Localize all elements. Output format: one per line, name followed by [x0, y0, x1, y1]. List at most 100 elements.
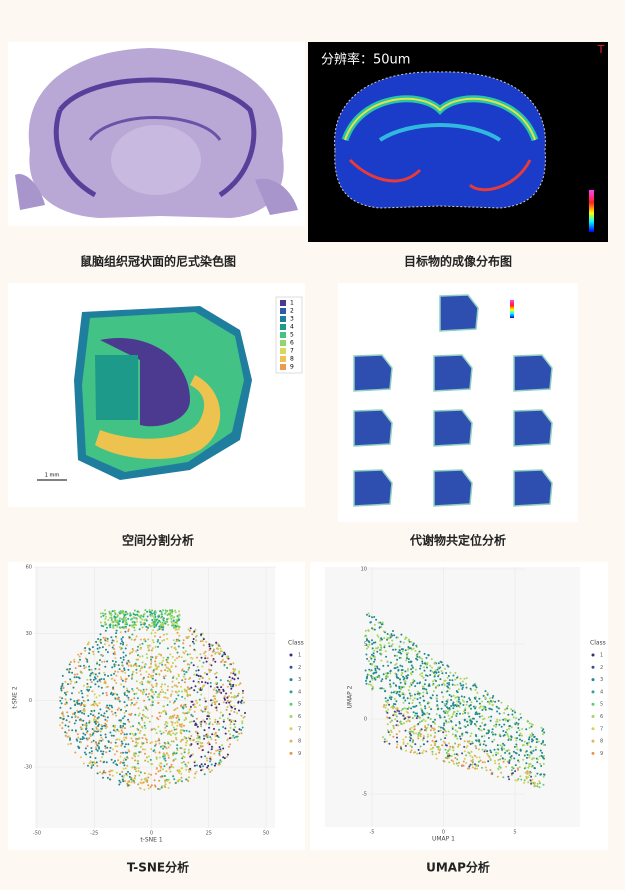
scatter-point — [189, 739, 192, 742]
legend-swatch — [289, 739, 293, 743]
scatter-point — [373, 658, 376, 661]
scatter-point — [525, 777, 528, 780]
scatter-point — [188, 771, 191, 773]
scatter-point — [531, 778, 534, 781]
scatter-point — [453, 762, 455, 765]
scatter-point — [162, 731, 165, 734]
scatter-point — [218, 722, 221, 725]
scatter-point — [122, 643, 124, 646]
x-tick-label: 5 — [513, 830, 516, 836]
scale-bar-label: 1 mm — [45, 473, 60, 479]
scatter-point — [176, 747, 179, 750]
scatter-point — [133, 623, 136, 626]
thumbnail — [433, 354, 473, 392]
scatter-point — [128, 775, 131, 778]
scatter-point — [93, 718, 96, 720]
scatter-point — [111, 706, 114, 709]
scatter-point — [469, 719, 472, 722]
scatter-point — [183, 652, 186, 655]
scatter-point — [110, 641, 113, 644]
scatter-point — [398, 693, 400, 696]
scatter-point — [113, 610, 116, 613]
scatter-point — [401, 692, 404, 694]
scatter-point — [86, 686, 88, 689]
scatter-point — [217, 648, 219, 650]
scatter-point — [107, 706, 110, 709]
scatter-point — [431, 670, 434, 673]
scatter-point — [207, 751, 210, 754]
scatter-point — [436, 705, 439, 708]
scatter-point — [107, 675, 110, 677]
scatter-point — [401, 650, 404, 653]
scatter-point — [100, 739, 103, 742]
scatter-point — [209, 681, 212, 684]
scatter-point — [483, 761, 486, 764]
scatter-point — [198, 659, 201, 662]
scatter-point — [98, 739, 101, 742]
scatter-point — [203, 652, 206, 655]
scatter-point — [206, 715, 209, 718]
scatter-point — [540, 726, 543, 729]
scatter-point — [404, 649, 407, 652]
scatter-point — [183, 660, 185, 663]
scatter-point — [477, 760, 480, 763]
scatter-point — [502, 734, 505, 737]
scatter-point — [164, 683, 167, 686]
scatter-point — [132, 613, 135, 616]
scatter-point — [208, 669, 211, 672]
scatter-point — [97, 712, 100, 715]
scatter-point — [111, 748, 114, 751]
scatter-point — [385, 672, 388, 675]
scatter-point — [176, 628, 178, 631]
scatter-point — [100, 750, 102, 753]
scatter-point — [153, 693, 156, 696]
scatter-point — [84, 657, 87, 660]
scatter-point — [180, 747, 183, 750]
scatter-point — [425, 663, 428, 666]
legend-swatch — [289, 665, 293, 669]
scatter-point — [409, 737, 412, 740]
scatter-point — [433, 727, 435, 730]
scatter-point — [206, 766, 209, 769]
scatter-point — [498, 723, 501, 726]
scatter-point — [105, 615, 107, 618]
scatter-point — [170, 717, 173, 720]
scatter-point — [201, 749, 204, 751]
scatter-point — [435, 694, 438, 697]
scatter-point — [471, 717, 474, 720]
scatter-point — [368, 643, 371, 646]
scatter-point — [162, 656, 165, 659]
scatter-point — [475, 700, 478, 703]
scatter-point — [209, 736, 212, 739]
scatter-point — [127, 748, 130, 751]
scatter-point — [447, 730, 450, 733]
scatter-point — [487, 732, 489, 735]
scatter-point — [119, 642, 122, 645]
scatter-point — [410, 734, 413, 737]
scatter-point — [84, 649, 87, 652]
scatter-point — [395, 662, 398, 665]
scatter-point — [433, 741, 436, 744]
scatter-point — [535, 738, 538, 740]
legend-label: 5 — [298, 702, 301, 708]
scatter-point — [86, 688, 89, 691]
scatter-point — [141, 737, 144, 739]
scatter-point — [116, 728, 119, 731]
scatter-point — [138, 732, 141, 735]
scatter-point — [384, 689, 387, 692]
scatter-point — [150, 763, 153, 766]
scatter-point — [393, 654, 396, 657]
scatter-point — [404, 682, 407, 685]
scatter-point — [197, 740, 200, 743]
scatter-point — [83, 751, 86, 754]
scatter-point — [468, 742, 471, 744]
scatter-point — [154, 613, 156, 616]
scatter-point — [444, 744, 447, 747]
scatter-point — [100, 686, 103, 689]
scatter-point — [61, 682, 64, 685]
scatter-point — [97, 685, 100, 688]
scatter-point — [105, 723, 108, 726]
scatter-point — [191, 640, 194, 643]
legend-label: 2 — [600, 665, 603, 671]
scatter-point — [483, 724, 486, 727]
